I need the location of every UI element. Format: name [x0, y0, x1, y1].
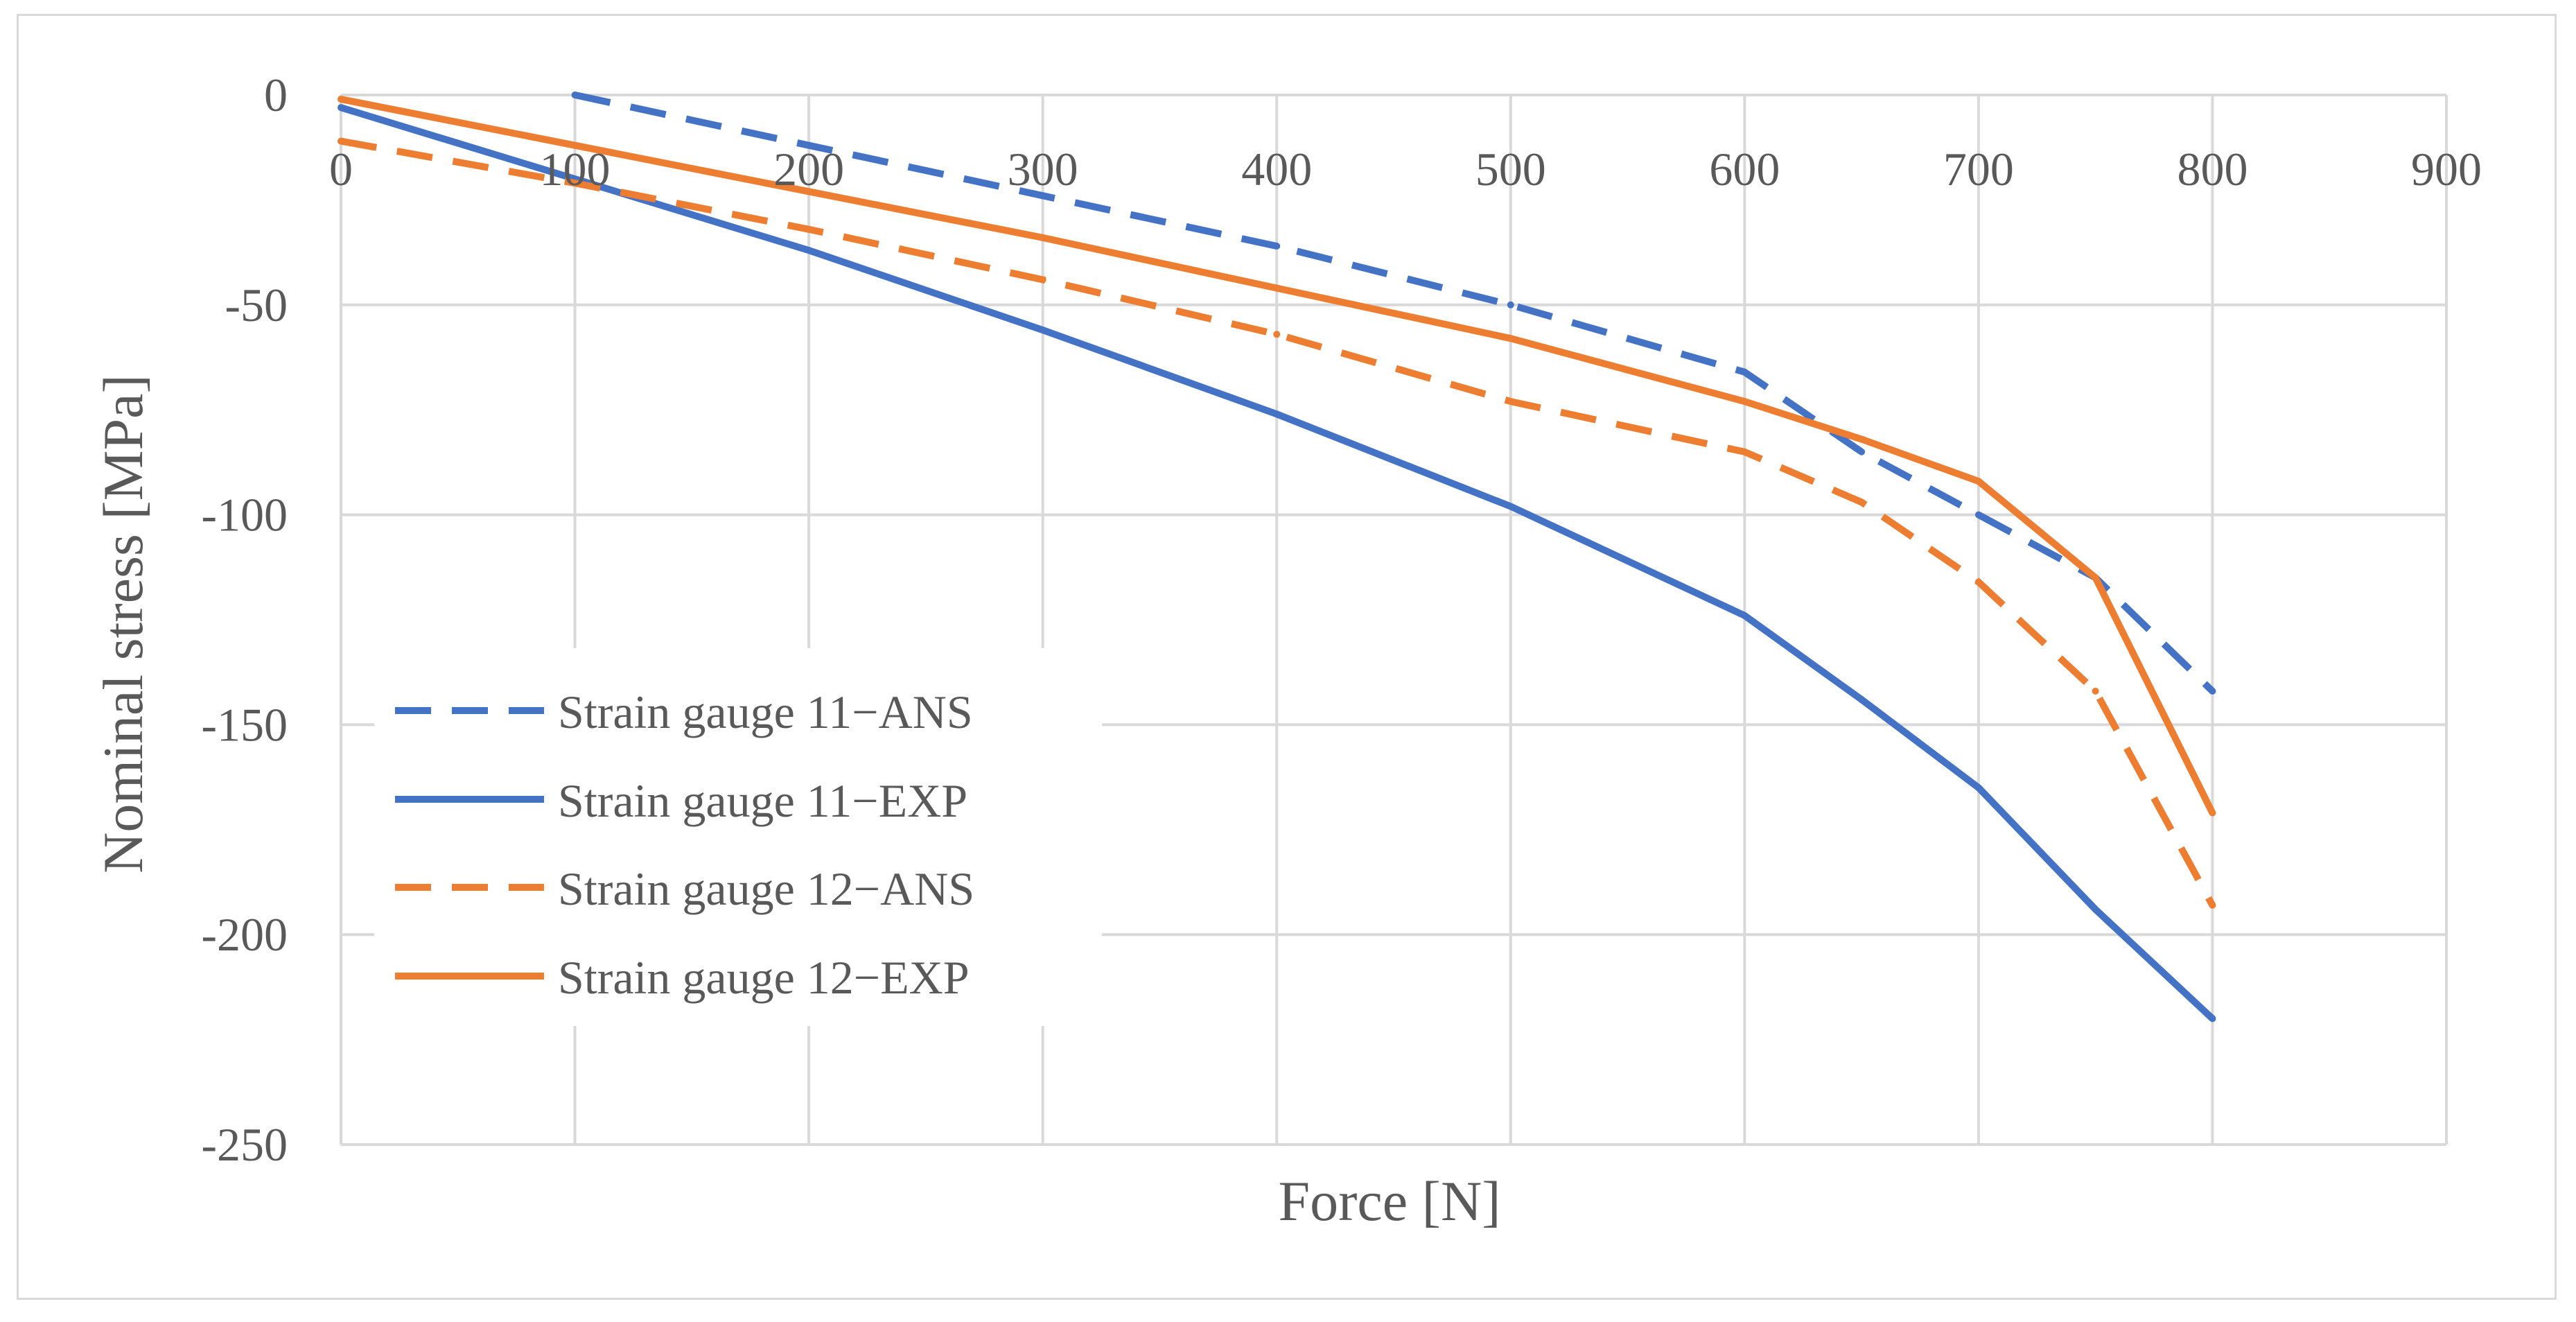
y-tick-label-2: -100 [201, 489, 288, 541]
data-point-strain-gauge-12-ans-9 [2092, 687, 2099, 695]
data-point-strain-gauge-12-ans-7 [1858, 498, 1866, 506]
data-point-strain-gauge-12-exp-1 [571, 141, 579, 149]
data-point-strain-gauge-11-exp-7 [1858, 696, 1866, 704]
data-point-strain-gauge-11-exp-3 [1039, 327, 1046, 334]
data-point-strain-gauge-11-ans-9 [2209, 687, 2216, 695]
data-point-strain-gauge-11-ans-3 [1273, 243, 1281, 250]
data-point-strain-gauge-12-exp-3 [1039, 234, 1046, 241]
data-point-strain-gauge-12-ans-5 [1507, 398, 1514, 406]
axes [340, 95, 2446, 1146]
data-point-strain-gauge-11-ans-2 [1039, 192, 1046, 200]
legend-entry-2: Strain gauge 11−EXP [395, 774, 967, 827]
data-point-strain-gauge-12-exp-4 [1273, 284, 1281, 292]
x-tick-label-9: 900 [2411, 143, 2482, 195]
y-tick-label-0: 0 [264, 69, 288, 121]
data-point-strain-gauge-12-ans-10 [2209, 901, 2216, 909]
series-line-strain-gauge-11-ans [574, 92, 2215, 694]
data-point-strain-gauge-12-exp-7 [1858, 435, 1866, 443]
data-point-strain-gauge-12-exp-8 [1974, 478, 1982, 485]
y-tick-label-4: -200 [201, 908, 288, 961]
data-point-strain-gauge-11-exp-8 [1974, 784, 1982, 792]
data-point-strain-gauge-12-exp-0 [338, 96, 344, 103]
tick-labels: 0 100 200 300 400 500 600 700 800 900 0 -50 -100 -150… [201, 69, 2482, 1171]
data-point-strain-gauge-12-ans-3 [1039, 276, 1046, 284]
y-tick-label-3: -150 [201, 698, 288, 751]
y-tick-label-5: -250 [201, 1118, 288, 1171]
x-tick-label-7: 700 [1943, 143, 2014, 195]
data-point-strain-gauge-12-ans-0 [338, 137, 344, 145]
data-point-strain-gauge-12-ans-1 [571, 180, 579, 187]
data-point-strain-gauge-11-ans-0 [571, 92, 579, 98]
data-point-strain-gauge-12-ans-6 [1741, 448, 1749, 455]
legend-entry-4: Strain gauge 12−EXP [395, 951, 970, 1004]
x-tick-label-3: 300 [1008, 143, 1078, 195]
data-point-strain-gauge-12-ans-8 [1974, 578, 1982, 586]
legend-entry-1: Strain gauge 11−ANS [395, 686, 973, 738]
data-point-strain-gauge-11-exp-9 [2092, 905, 2099, 913]
data-point-strain-gauge-11-ans-5 [1741, 368, 1749, 376]
legend-label-strain-gauge-11-ans: Strain gauge 11−ANS [558, 686, 973, 738]
legend-label-strain-gauge-11-exp: Strain gauge 11−EXP [558, 774, 967, 827]
data-point-strain-gauge-11-exp-6 [1741, 611, 1749, 619]
data-point-strain-gauge-11-exp-2 [805, 247, 813, 254]
x-tick-label-1: 100 [540, 143, 611, 195]
x-tick-label-6: 600 [1709, 143, 1780, 195]
data-point-strain-gauge-12-exp-10 [2209, 809, 2216, 817]
data-point-strain-gauge-11-exp-4 [1273, 410, 1281, 418]
data-point-strain-gauge-12-exp-5 [1507, 335, 1514, 342]
data-point-strain-gauge-12-exp-6 [1741, 398, 1749, 406]
data-point-strain-gauge-11-exp-10 [2209, 1015, 2216, 1023]
x-tick-label-5: 500 [1475, 143, 1546, 195]
x-axis-title: Force [N] [1278, 1169, 1500, 1233]
y-axis-title: Nominal stress [MPa] [91, 374, 155, 873]
x-tick-label-2: 200 [773, 143, 844, 195]
legend-label-strain-gauge-12-exp: Strain gauge 12−EXP [558, 951, 970, 1004]
x-tick-label-4: 400 [1241, 143, 1312, 195]
data-point-strain-gauge-12-ans-4 [1273, 331, 1281, 338]
data-point-strain-gauge-11-exp-5 [1507, 503, 1514, 510]
data-point-strain-gauge-11-ans-6 [1858, 448, 1866, 455]
legend: Strain gauge 11−ANS Strain gauge 11−EXP … [374, 648, 1102, 1026]
data-point-strain-gauge-11-ans-1 [805, 141, 813, 149]
x-tick-label-8: 800 [2177, 143, 2248, 195]
data-point-strain-gauge-11-ans-7 [1974, 511, 1982, 519]
data-point-strain-gauge-12-ans-2 [805, 225, 813, 233]
legend-label-strain-gauge-12-ans: Strain gauge 12−ANS [558, 862, 974, 915]
y-tick-label-1: -50 [225, 279, 288, 331]
legend-background [374, 648, 1102, 1026]
data-point-strain-gauge-12-exp-9 [2092, 574, 2099, 582]
data-point-strain-gauge-11-exp-0 [338, 104, 344, 112]
x-tick-label-0: 0 [329, 143, 353, 195]
series-lines [338, 92, 2216, 1023]
data-point-strain-gauge-12-exp-2 [805, 188, 813, 195]
legend-entry-3: Strain gauge 12−ANS [395, 862, 974, 915]
data-point-strain-gauge-11-ans-4 [1507, 301, 1514, 308]
